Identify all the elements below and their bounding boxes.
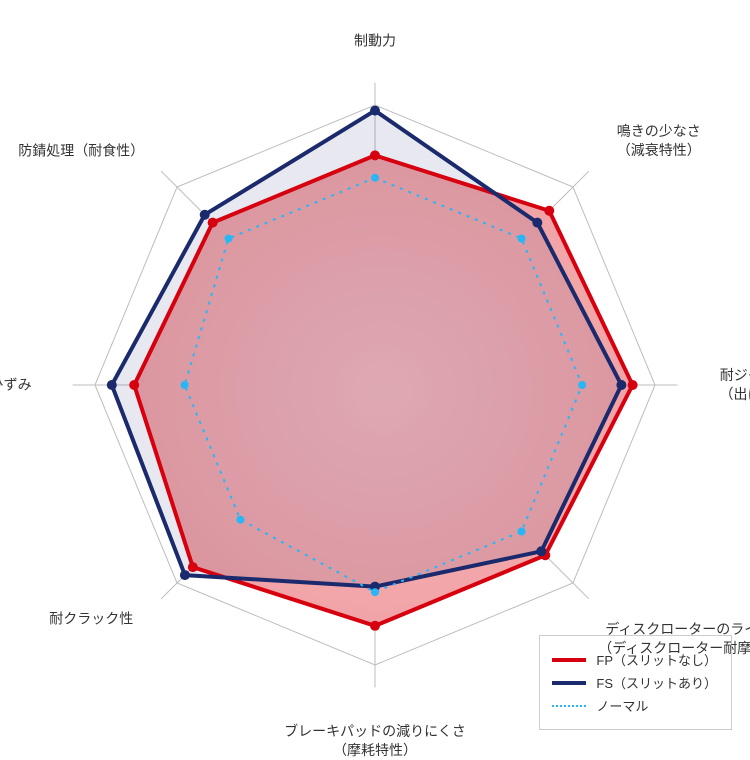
legend-item: ノーマル <box>552 696 717 715</box>
legend-label: FP（スリットなし） <box>596 650 717 669</box>
legend-swatch <box>552 705 586 707</box>
legend: FP（スリットなし） FS（スリットあり） ノーマル <box>539 635 732 730</box>
legend-swatch <box>552 658 586 662</box>
legend-item: FP（スリットなし） <box>552 650 717 669</box>
legend-label: FS（スリットあり） <box>596 673 717 692</box>
legend-label: ノーマル <box>596 696 648 715</box>
legend-item: FS（スリットあり） <box>552 673 717 692</box>
radar-chart: FP（スリットなし）FS（スリットあり）ノーマル 制動力鳴きの少なさ （減衰特性… <box>0 0 750 748</box>
legend-swatch <box>552 681 586 685</box>
